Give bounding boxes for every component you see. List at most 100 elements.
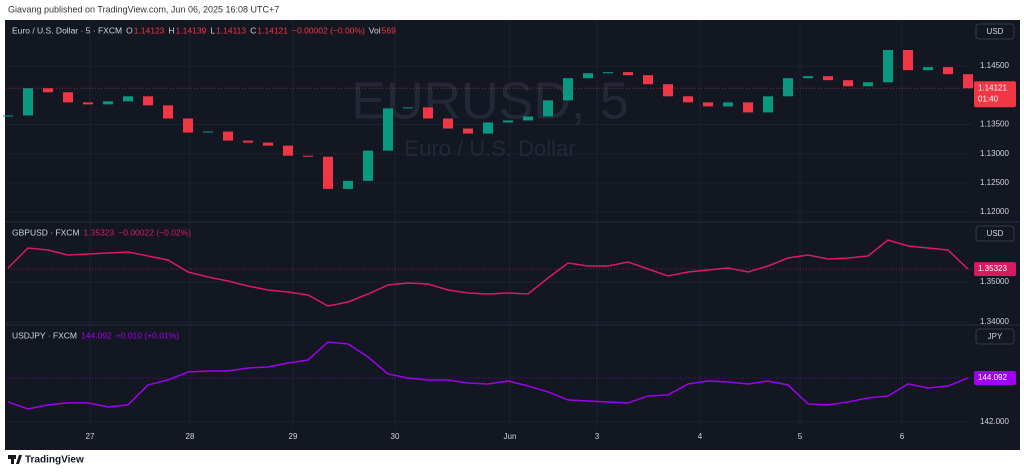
x-tick-label: 4	[698, 432, 703, 441]
candle	[783, 78, 793, 97]
y-tick-label: 1.13500	[980, 120, 1009, 129]
y-tick-label: 1.12500	[980, 178, 1009, 187]
legend-text: +0.010 (+0.01%)	[116, 330, 179, 340]
candle	[503, 120, 513, 123]
legend-text: GBPUSD · FXCM	[12, 227, 80, 237]
last-price-label: 1.35323	[978, 264, 1007, 273]
candle	[183, 118, 193, 133]
logo	[8, 455, 22, 464]
legend-text: 569	[382, 25, 396, 35]
candle	[663, 84, 673, 97]
price-line	[7, 341, 969, 410]
candle	[3, 115, 13, 117]
candle	[103, 101, 113, 105]
currency-button	[975, 328, 1015, 345]
x-tick-label: 5	[798, 432, 803, 441]
candle	[643, 75, 653, 85]
candle	[763, 96, 773, 113]
legend-text: USDJPY · FXCM	[12, 330, 77, 340]
currency-label[interactable]: JPY	[988, 332, 1003, 341]
candle	[523, 116, 533, 121]
candle	[463, 128, 473, 134]
candle	[803, 76, 813, 79]
candle	[343, 180, 353, 189]
legend-text: 1.14113	[216, 25, 246, 35]
currency-label[interactable]: USD	[987, 229, 1004, 238]
legend-text: 1.35323	[84, 227, 115, 237]
candle	[563, 78, 573, 101]
legend-text: O	[126, 25, 133, 35]
candle	[243, 140, 253, 143]
candle	[483, 122, 493, 134]
x-tick-label: Jun	[504, 432, 517, 441]
candle	[703, 102, 713, 107]
candle	[263, 142, 273, 146]
candle	[583, 73, 593, 79]
candle	[683, 96, 693, 103]
candle	[963, 74, 973, 89]
legend-text: −0.00022 (−0.02%)	[118, 227, 191, 237]
candle	[723, 102, 733, 107]
footer-brand: TradingView	[25, 455, 84, 466]
x-tick-label: 30	[391, 432, 400, 441]
y-tick-label: 1.14500	[980, 61, 1009, 70]
candle	[743, 102, 753, 113]
legend-text: 144.092	[81, 330, 112, 340]
candle	[923, 67, 933, 71]
last-price-label: 1.14121	[978, 83, 1007, 92]
candle	[823, 76, 833, 81]
legend-text: 1.14139	[176, 25, 207, 35]
legend-text: C	[250, 25, 256, 35]
legend-text: L	[210, 25, 215, 35]
candle	[883, 50, 893, 83]
x-tick-label: 6	[900, 432, 905, 441]
candle	[423, 107, 433, 119]
x-tick-label: 29	[289, 432, 298, 441]
candle	[163, 105, 173, 119]
legend-text: 1.14121	[257, 25, 288, 35]
candle	[843, 80, 853, 87]
countdown: 01:40	[978, 94, 999, 103]
legend-text: H	[168, 25, 174, 35]
candle	[543, 100, 553, 117]
header: Giavang published on TradingView.com, Ju…	[8, 4, 279, 14]
candle	[403, 107, 413, 109]
candle	[203, 131, 213, 133]
currency-button	[975, 225, 1015, 242]
watermark: EURUSD, 5	[351, 73, 628, 131]
x-tick-label: 28	[186, 432, 195, 441]
currency-label[interactable]: USD	[987, 27, 1004, 36]
x-tick-label: 3	[595, 432, 600, 441]
candle	[123, 96, 133, 102]
candle	[283, 145, 293, 156]
candle	[863, 82, 873, 87]
last-price-tag	[974, 371, 1016, 386]
candle	[383, 108, 393, 151]
last-price-label: 144.092	[978, 373, 1007, 382]
candle	[303, 155, 313, 157]
candle	[363, 150, 373, 181]
y-tick-label: 1.12000	[980, 207, 1009, 216]
y-tick-label: 1.13000	[980, 149, 1009, 158]
candle	[63, 92, 73, 103]
currency-button	[975, 23, 1015, 40]
y-tick-label: 1.34000	[980, 317, 1009, 326]
watermark-subtitle: Euro / U.S. Dollar	[404, 136, 575, 161]
candle	[143, 96, 153, 106]
legend-text: Euro / U.S. Dollar · 5 · FXCM	[12, 25, 122, 35]
candle	[83, 102, 93, 105]
legend-text: 1.14123	[134, 25, 165, 35]
legend-text: −0.00002 (−0.00%)	[292, 25, 365, 35]
candle	[223, 131, 233, 141]
legend-text: Vol	[369, 25, 381, 35]
last-price-tag	[974, 262, 1016, 277]
candle	[903, 50, 913, 71]
candle	[323, 156, 333, 189]
candle	[623, 72, 633, 76]
y-tick-label: 1.35000	[980, 277, 1009, 286]
y-tick-label: 142.000	[980, 417, 1009, 426]
candle	[23, 88, 33, 116]
price-line	[7, 239, 969, 307]
candle	[43, 88, 53, 93]
